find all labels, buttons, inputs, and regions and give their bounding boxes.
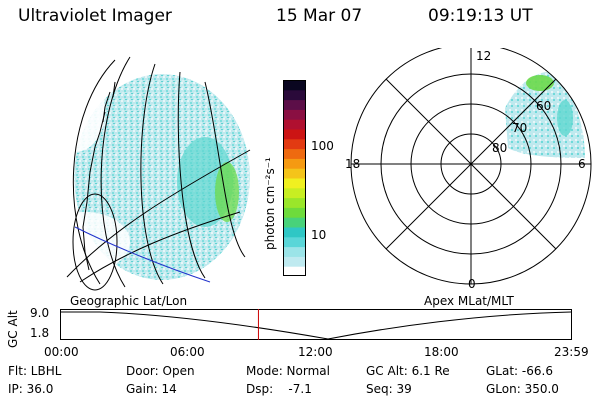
colorbar-stop <box>283 148 306 159</box>
time-tick-0: 00:00 <box>44 345 79 359</box>
status-door: Door: Open <box>126 364 195 378</box>
colorbar-stop <box>283 168 306 179</box>
altitude-curve <box>60 311 572 340</box>
geographic-image <box>66 56 251 291</box>
status-filter: Flt: LBHL <box>8 364 62 378</box>
right-panel-caption: Apex MLat/MLT <box>424 294 514 308</box>
time-tick-2: 12:00 <box>298 345 333 359</box>
date-label: 15 Mar 07 <box>276 6 363 26</box>
mlt-label-6: 6 <box>578 157 586 171</box>
mlt-label-12: 12 <box>476 49 491 63</box>
altitude-ymax: 9.0 <box>30 306 50 320</box>
status-gc-alt: GC Alt: 6.1 Re <box>366 364 450 378</box>
time-tick-3: 18:00 <box>424 345 459 359</box>
left-panel-caption: Geographic Lat/Lon <box>70 294 188 308</box>
colorbar-tick-100: 100 <box>311 139 334 153</box>
mlat-label-80: 80 <box>492 141 507 155</box>
status-dsp: Dsp: -7.1 <box>246 382 312 396</box>
polar-grid <box>350 48 592 285</box>
colorbar-unit-label: photon cm⁻²s⁻¹ <box>263 157 277 250</box>
status-ip: IP: 36.0 <box>8 382 54 396</box>
mlat-label-60: 60 <box>536 99 551 113</box>
colorbar-stop <box>283 227 306 238</box>
geographic-grid <box>66 56 251 291</box>
colorbar-stop <box>283 187 306 199</box>
mlt-label-0: 0 <box>468 277 476 288</box>
colorbar-stop <box>283 129 306 140</box>
app-title: Ultraviolet Imager <box>18 6 172 26</box>
polar-plot: 12 18 6 0 60 70 80 <box>345 48 592 288</box>
colorbar-stop <box>283 89 306 101</box>
status-seq: Seq: 39 <box>366 382 412 396</box>
colorbar-stop <box>283 236 306 248</box>
colorbar-stop <box>283 217 306 228</box>
status-gain: Gain: 14 <box>126 382 177 396</box>
colorbar-stop <box>283 109 306 120</box>
altitude-ylabel: GC Alt <box>6 310 20 348</box>
colorbar-stop <box>283 266 306 276</box>
colorbar-stop <box>283 246 306 257</box>
time-tick-1: 06:00 <box>170 345 205 359</box>
time-tick-4: 23:59 <box>554 345 589 359</box>
altitude-ymin: 1.8 <box>30 326 50 340</box>
colorbar-stop <box>283 178 306 189</box>
colorbar-stop <box>283 256 306 267</box>
polar-emission-region <box>505 71 585 158</box>
mlt-label-18: 18 <box>345 157 360 171</box>
mlat-label-70: 70 <box>512 121 527 135</box>
status-mode: Mode: Normal <box>246 364 330 378</box>
colorbar-stop <box>283 138 306 150</box>
colorbar-tick-10: 10 <box>311 228 327 242</box>
altitude-plot <box>60 309 572 340</box>
colorbar-stop <box>283 80 306 91</box>
coastline-outline <box>82 81 116 271</box>
time-label: 09:19:13 UT <box>428 6 533 26</box>
colorbar-stop <box>283 158 306 169</box>
colorbar-stop <box>283 207 306 218</box>
colorbar-stop <box>283 197 306 208</box>
status-glat: GLat: -66.6 <box>486 364 553 378</box>
colorbar-stop <box>283 99 306 110</box>
colorbar <box>283 80 306 276</box>
terminator-line <box>74 226 211 283</box>
status-glon: GLon: 350.0 <box>486 382 559 396</box>
colorbar-stop <box>283 119 306 130</box>
